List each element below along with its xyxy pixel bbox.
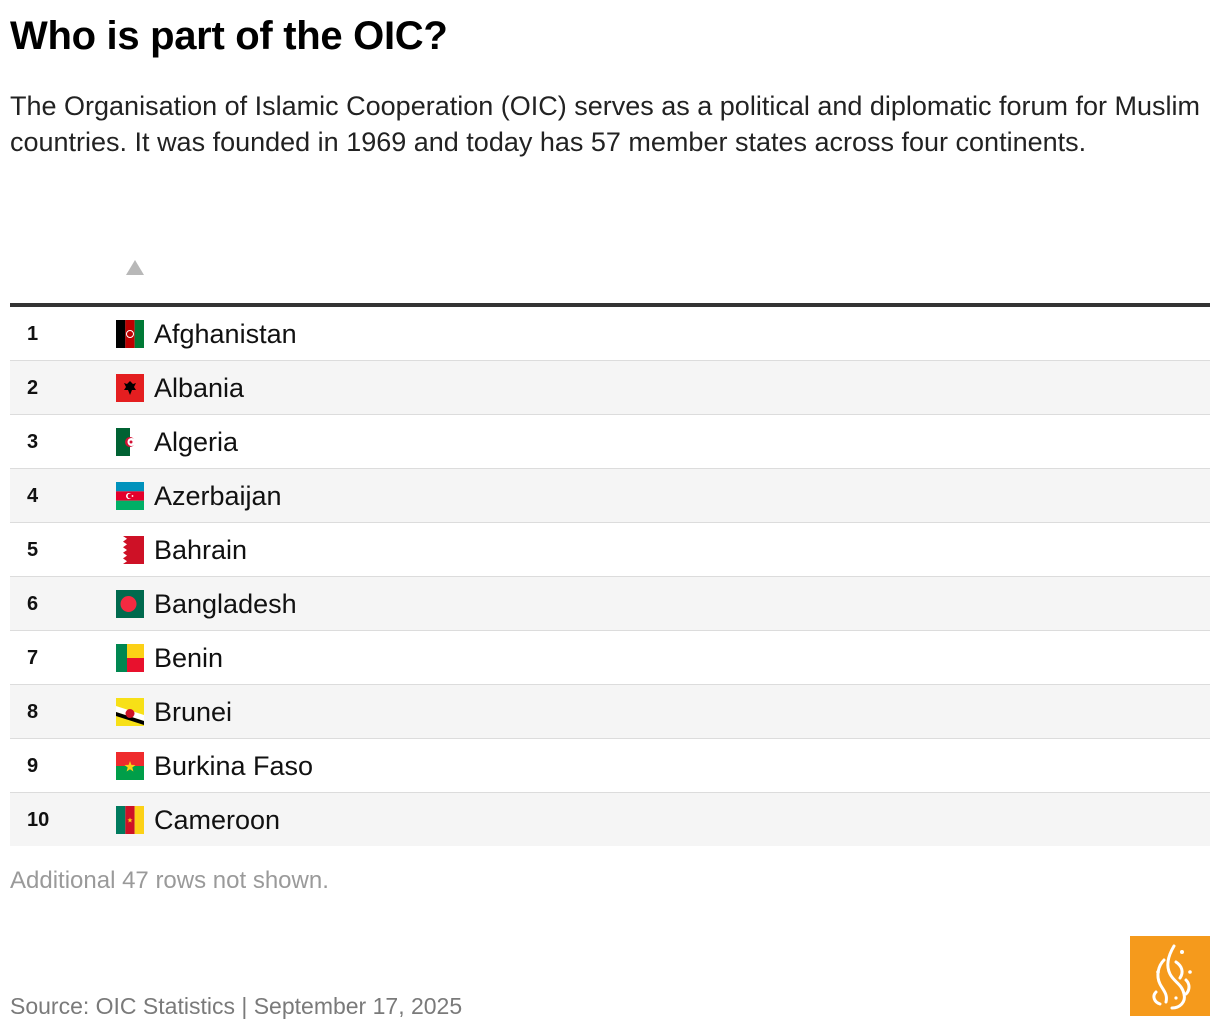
table-row: 6 Bangladesh <box>10 577 1210 631</box>
member-table: 1 Afghanistan 2 Albania 3 Algeria 4 Azer… <box>10 307 1210 846</box>
country-name: Albania <box>154 373 245 403</box>
table-row: 3 Algeria <box>10 415 1210 469</box>
rows-not-shown-note: Additional 47 rows not shown. <box>10 867 329 894</box>
al-jazeera-logo-icon[interactable] <box>1130 936 1210 1016</box>
row-rank: 3 <box>27 431 39 453</box>
table-row: 8 Brunei <box>10 685 1210 739</box>
table-header-rule <box>10 303 1210 307</box>
cameroon-flag-icon <box>116 806 144 834</box>
row-rank: 7 <box>27 647 39 669</box>
source-line: Source: OIC Statistics | September 17, 2… <box>10 993 463 1019</box>
bahrain-flag-icon <box>116 536 144 564</box>
table-row: 2 Albania <box>10 361 1210 415</box>
azerbaijan-flag-icon <box>116 482 144 510</box>
row-rank: 8 <box>27 701 39 723</box>
row-rank: 6 <box>27 593 39 615</box>
country-name: Bahrain <box>154 535 248 565</box>
country-name: Azerbaijan <box>154 481 282 511</box>
sort-ascending-icon[interactable] <box>126 260 144 275</box>
country-name: Bangladesh <box>154 589 297 619</box>
country-name: Brunei <box>154 697 233 727</box>
table-row: 10 Cameroon <box>10 793 1210 846</box>
row-rank: 2 <box>27 377 39 399</box>
country-name: Benin <box>154 643 224 673</box>
country-name: Cameroon <box>154 805 281 835</box>
row-rank: 5 <box>27 539 39 561</box>
table-row: 7 Benin <box>10 631 1210 685</box>
row-rank: 4 <box>27 485 39 507</box>
row-rank: 1 <box>27 323 39 345</box>
burkina-faso-flag-icon <box>116 752 144 780</box>
algeria-flag-icon <box>116 428 144 456</box>
afghanistan-flag-icon <box>116 320 144 348</box>
country-name: Afghanistan <box>154 319 297 349</box>
bangladesh-flag-icon <box>116 590 144 618</box>
brunei-flag-icon <box>116 698 144 726</box>
benin-flag-icon <box>116 644 144 672</box>
row-rank: 10 <box>27 809 50 831</box>
country-name: Burkina Faso <box>154 751 314 781</box>
row-rank: 9 <box>27 755 39 777</box>
table-row: 5 Bahrain <box>10 523 1210 577</box>
intro-text: The Organisation of Islamic Cooperation … <box>10 91 1200 157</box>
table-row: 4 Azerbaijan <box>10 469 1210 523</box>
page-title: Who is part of the OIC? <box>10 14 448 58</box>
albania-flag-icon <box>116 374 144 402</box>
table-row: 9 Burkina Faso <box>10 739 1210 793</box>
country-name: Algeria <box>154 427 239 457</box>
table-row: 1 Afghanistan <box>10 307 1210 361</box>
